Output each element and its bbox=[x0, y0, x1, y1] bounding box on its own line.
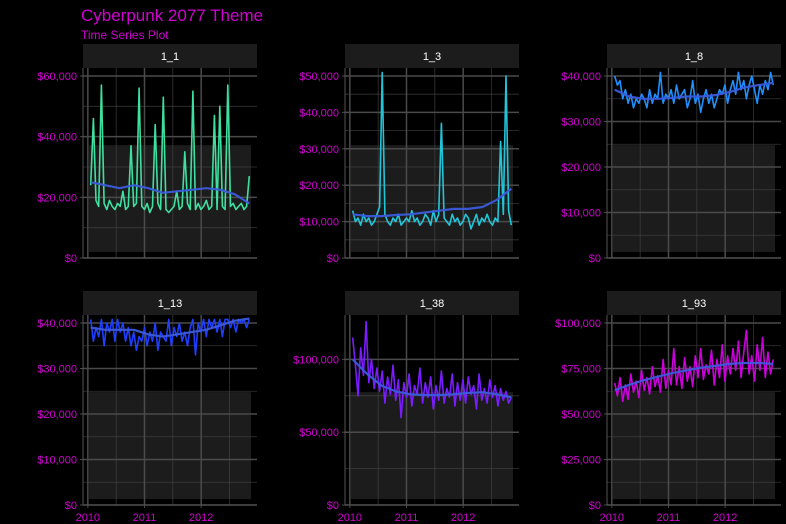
y-tick-label: $10,000 bbox=[561, 208, 601, 220]
y-tick-label: $0 bbox=[589, 500, 601, 512]
y-tick-label: $25,000 bbox=[561, 455, 601, 467]
facet-strip-label: 1_3 bbox=[423, 51, 441, 63]
x-tick-label: 2010 bbox=[600, 512, 624, 524]
chart-subtitle: Time Series Plot bbox=[81, 28, 169, 42]
x-tick-label: 2010 bbox=[76, 512, 100, 524]
y-tick-label: $50,000 bbox=[561, 409, 601, 421]
facet-panels: 1_1 $0 $20,000 $40,000 $60,000 1_3 $0 $10,000 $2… bbox=[37, 44, 781, 524]
facet-strip-label: 1_13 bbox=[158, 298, 182, 310]
facet-strip bbox=[345, 291, 519, 315]
x-tick-label: 2010 bbox=[338, 512, 362, 524]
facet-panel-1_3: 1_3 $0 $10,000 $20,000 $30,000 $40,000 $50,000 bbox=[299, 44, 519, 265]
y-tick-label: $30,000 bbox=[299, 144, 339, 156]
y-tick-label: $20,000 bbox=[37, 409, 77, 421]
facet-panel-1_93: 1_93 $0 $25,000 $50,000 $75,000 $100,000 2010 2… bbox=[555, 291, 781, 524]
y-tick-label: $0 bbox=[65, 500, 77, 512]
facet-panel-1_13: 1_13 $0 $10,000 $20,000 $30,000 $40,000 2010 20… bbox=[37, 291, 257, 524]
facet-strip bbox=[83, 44, 257, 68]
facet-strip bbox=[607, 44, 781, 68]
series-line-1_1 bbox=[89, 84, 251, 214]
y-tick-label: $0 bbox=[327, 500, 339, 512]
y-tick-label: $30,000 bbox=[37, 364, 77, 376]
y-tick-label: $10,000 bbox=[37, 455, 77, 467]
facet-strip-label: 1_1 bbox=[161, 51, 179, 63]
y-tick-label: $50,000 bbox=[299, 71, 339, 83]
x-tick-label: 2011 bbox=[133, 512, 157, 524]
x-tick-label: 2012 bbox=[713, 512, 737, 524]
facet-strip bbox=[345, 44, 519, 68]
y-tick-label: $10,000 bbox=[299, 217, 339, 229]
facet-strip-label: 1_38 bbox=[420, 298, 444, 310]
facet-panel-1_38: 1_38 $0 $50,000 $100,000 2010 2011 2012 bbox=[293, 291, 519, 524]
y-tick-label: $20,000 bbox=[561, 162, 601, 174]
series-line-1_93 bbox=[613, 329, 775, 403]
facet-strip-label: 1_93 bbox=[682, 298, 706, 310]
y-tick-label: $0 bbox=[327, 253, 339, 265]
y-tick-label: $60,000 bbox=[37, 71, 77, 83]
smooth-trend-line-1_3 bbox=[352, 187, 512, 218]
panel-fill bbox=[351, 392, 513, 499]
y-tick-label: $40,000 bbox=[37, 132, 77, 144]
y-tick-label: $0 bbox=[65, 253, 77, 265]
x-tick-label: 2012 bbox=[451, 512, 475, 524]
panel-fill bbox=[351, 145, 513, 252]
x-tick-label: 2011 bbox=[657, 512, 681, 524]
facet-panel-1_1: 1_1 $0 $20,000 $40,000 $60,000 bbox=[37, 44, 257, 265]
y-tick-label: $40,000 bbox=[37, 318, 77, 330]
panel-fill bbox=[613, 145, 775, 252]
series-line-1_38 bbox=[351, 320, 513, 419]
y-tick-label: $100,000 bbox=[293, 354, 339, 366]
series-line-1_8 bbox=[613, 71, 775, 114]
facet-panel-1_8: 1_8 $0 $10,000 $20,000 $30,000 $40,000 bbox=[561, 44, 781, 265]
smooth-trend-line-1_8 bbox=[614, 81, 774, 100]
chart-title: Cyberpunk 2077 Theme bbox=[81, 6, 263, 25]
x-tick-label: 2011 bbox=[395, 512, 419, 524]
y-tick-label: $0 bbox=[589, 253, 601, 265]
panel-fill bbox=[613, 392, 775, 499]
series-line-1_3 bbox=[351, 71, 513, 230]
facet-strip-label: 1_8 bbox=[685, 51, 703, 63]
x-tick-label: 2012 bbox=[189, 512, 213, 524]
smooth-trend-line-1_38 bbox=[351, 358, 512, 399]
y-tick-label: $100,000 bbox=[555, 318, 601, 330]
y-tick-label: $40,000 bbox=[299, 107, 339, 119]
smooth-trend-line-1_93 bbox=[614, 361, 774, 392]
panel-fill bbox=[89, 392, 251, 499]
facet-strip bbox=[607, 291, 781, 315]
y-tick-label: $50,000 bbox=[299, 427, 339, 439]
smooth-trend-line-1_13 bbox=[90, 317, 250, 338]
y-tick-label: $30,000 bbox=[561, 117, 601, 129]
y-tick-label: $20,000 bbox=[299, 180, 339, 192]
smooth-trend-line-1_1 bbox=[90, 181, 250, 205]
y-tick-label: $40,000 bbox=[561, 71, 601, 83]
y-tick-label: $75,000 bbox=[561, 364, 601, 376]
y-tick-label: $20,000 bbox=[37, 192, 77, 204]
facet-strip bbox=[83, 291, 257, 315]
series-line-1_13 bbox=[89, 318, 251, 356]
